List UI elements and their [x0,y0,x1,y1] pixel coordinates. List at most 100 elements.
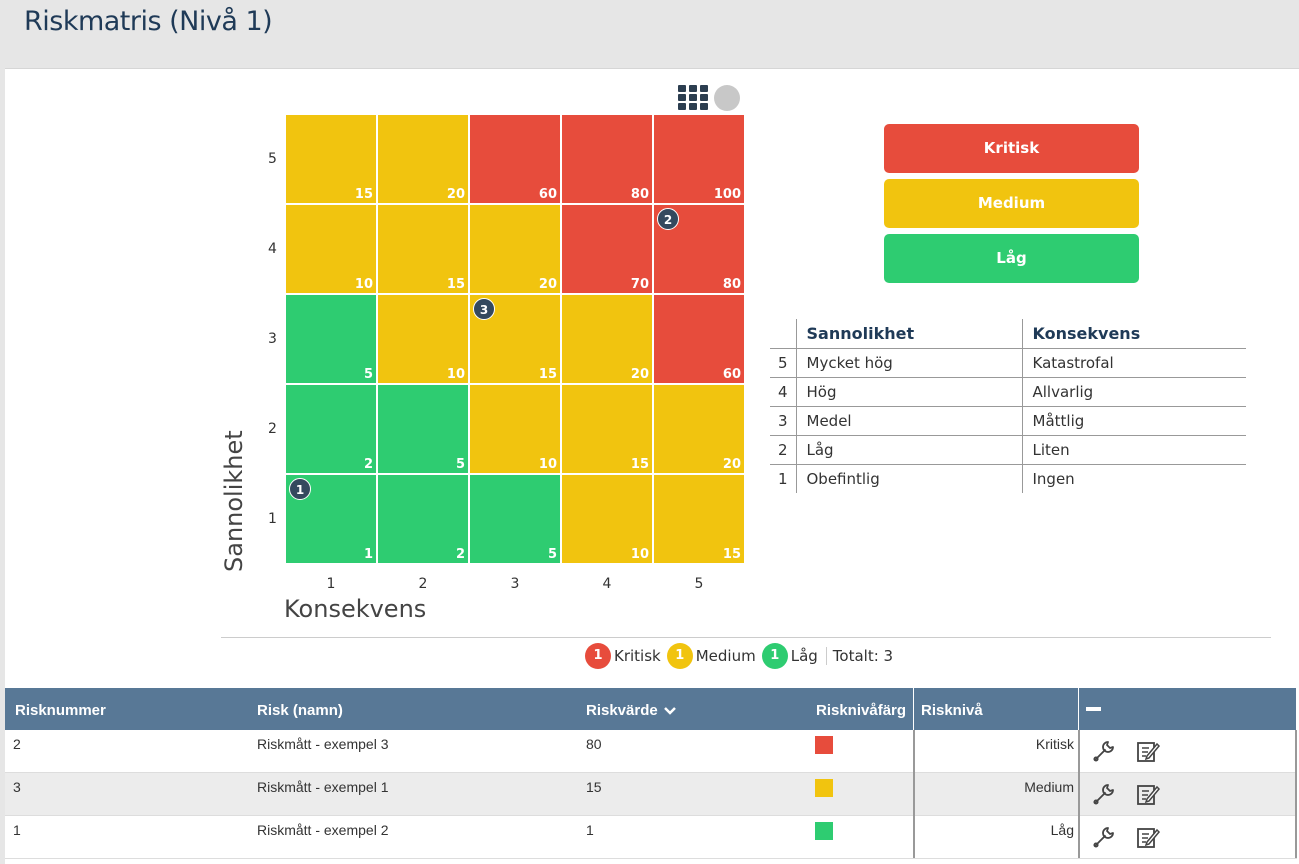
scale-sannolikhet: Hög [795,377,1022,407]
scale-sannolikhet: Mycket hög [795,348,1022,378]
wrench-icon[interactable] [1091,781,1117,807]
grid-view-icon[interactable] [678,85,710,111]
matrix-cell-value: 80 [722,277,741,292]
risk-marker[interactable]: 3 [473,298,495,320]
matrix-cell-value: 15 [354,187,373,202]
matrix-cell-value: 15 [446,277,465,292]
matrix-cell[interactable]: 10 [562,475,652,563]
x-axis-tick: 2 [418,576,428,592]
level-button-medium[interactable]: Medium [884,179,1139,228]
matrix-cell-value: 10 [354,277,373,292]
matrix-cell[interactable]: 5 [470,475,560,563]
scale-sannolikhet: Låg [795,435,1022,465]
header-riskniva[interactable]: Risknivå [921,702,983,719]
scale-konsekvens: Katastrofal [1021,348,1246,378]
summary-lag[interactable]: 1 Låg [761,643,818,669]
risk-marker[interactable]: 2 [657,208,679,230]
x-axis-tick: 1 [326,576,336,592]
y-axis-tick: 1 [268,511,277,527]
summary-medium[interactable]: 1 Medium [666,643,756,669]
chevron-down-icon [664,707,676,715]
matrix-cell[interactable]: 100 [654,115,744,203]
scale-number: 3 [770,406,796,436]
y-axis-tick: 2 [268,421,277,437]
scale-number: 5 [770,348,796,378]
matrix-cell[interactable]: 60 [470,115,560,203]
scale-header-number [770,319,796,349]
page-title: Riskmatris (Nivå 1) [24,6,273,37]
scale-row: 4 Hög Allvarlig [770,377,1246,407]
matrix-cell[interactable]: 20 [654,385,744,473]
matrix-cell-value: 10 [538,457,557,472]
matrix-cell-value: 20 [630,367,649,382]
scale-konsekvens: Allvarlig [1021,377,1246,407]
header-risk-namn[interactable]: Risk (namn) [257,702,343,719]
matrix-cell[interactable]: 2 [378,475,468,563]
matrix-cell[interactable]: 5 [286,295,376,383]
level-button-lag[interactable]: Låg [884,234,1139,283]
y-axis-tick: 5 [268,151,277,167]
matrix-cell[interactable]: 15 [378,205,468,293]
table-row[interactable]: 1 Riskmått - exempel 2 1 Låg [5,816,1297,859]
x-axis-tick: 5 [694,576,704,592]
header-risknivafarg[interactable]: Risknivåfärg [816,702,907,719]
edit-icon[interactable] [1135,738,1161,764]
matrix-cell[interactable]: 10 [470,385,560,473]
scale-row: 1 Obefintlig Ingen [770,464,1246,493]
risk-color-swatch [815,736,833,754]
level-button-kritisk[interactable]: Kritisk [884,124,1139,173]
matrix-cell-value: 5 [363,367,373,382]
wrench-icon[interactable] [1091,738,1117,764]
edit-icon[interactable] [1135,781,1161,807]
scale-row: 2 Låg Liten [770,435,1246,465]
scale-sannolikhet: Obefintlig [795,464,1022,493]
scale-header-sannolikhet: Sannolikhet [795,319,1022,349]
cell-riskniva: Låg [1050,822,1074,838]
matrix-cell[interactable]: 80 [562,115,652,203]
scale-konsekvens: Ingen [1021,464,1246,493]
column-separator [913,730,915,858]
matrix-cell[interactable]: 10 [378,295,468,383]
cell-risk-namn: Riskmått - exempel 3 [257,736,389,752]
matrix-cell[interactable]: 10 [286,205,376,293]
matrix-cell[interactable]: 2 [286,385,376,473]
table-row[interactable]: 3 Riskmått - exempel 1 15 Medium [5,773,1297,816]
risk-marker[interactable]: 1 [289,478,311,500]
matrix-cell-value: 2 [363,457,373,472]
matrix-cell[interactable]: 20 [378,115,468,203]
matrix-cell[interactable]: 15 [654,475,744,563]
risk-color-swatch [815,779,833,797]
risk-summary: 1 Kritisk 1 Medium 1 Låg Totalt: 3 [585,643,893,669]
matrix-cell-value: 15 [538,367,557,382]
collapse-icon[interactable] [1086,707,1101,711]
circle-view-icon[interactable] [714,85,740,111]
summary-label: Medium [695,647,756,665]
matrix-cell-value: 20 [722,457,741,472]
matrix-cell[interactable]: 20 [562,295,652,383]
scale-table-header: Sannolikhet Konsekvens [770,319,1246,349]
summary-kritisk[interactable]: 1 Kritisk [585,643,661,669]
summary-total: Totalt: 3 [825,647,893,665]
matrix-cell[interactable]: 15 [286,115,376,203]
scale-number: 1 [778,469,788,488]
summary-count-badge: 1 [585,643,611,669]
matrix-cell-value: 1 [363,547,373,562]
header-risknummer[interactable]: Risknummer [15,702,106,719]
matrix-cell[interactable]: 20 [470,205,560,293]
risk-matrix: 15 20 60 80 100 10 15 20 70 80 5 10 15 20 60 2 5 10 15 20 1 2… [286,115,744,565]
matrix-cell-value: 60 [538,187,557,202]
matrix-cell-value: 20 [538,277,557,292]
scale-row: 5 Mycket hög Katastrofal [770,348,1246,378]
table-row[interactable]: 2 Riskmått - exempel 3 80 Kritisk [5,730,1297,773]
wrench-icon[interactable] [1091,824,1117,850]
scale-konsekvens: Måttlig [1021,406,1246,436]
matrix-cell[interactable]: 70 [562,205,652,293]
matrix-cell[interactable]: 15 [562,385,652,473]
matrix-cell[interactable]: 60 [654,295,744,383]
edit-icon[interactable] [1135,824,1161,850]
matrix-cell[interactable]: 5 [378,385,468,473]
cell-risknummer: 3 [13,779,21,795]
cell-risknummer: 1 [13,822,21,838]
matrix-cell[interactable]: 15 [470,295,560,383]
header-riskvarde[interactable]: Riskvärde [586,702,677,719]
